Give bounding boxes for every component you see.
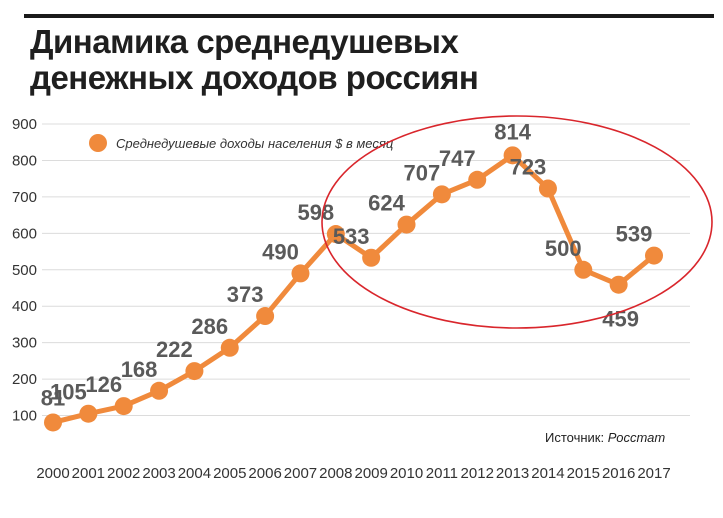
chart-title: Динамика среднедушевых денежных доходов … — [30, 23, 479, 96]
x-tick-label: 2011 — [426, 465, 458, 482]
data-label: 500 — [545, 236, 582, 261]
data-label: 624 — [368, 191, 405, 216]
data-point — [79, 404, 98, 423]
highlight-ellipse — [321, 115, 713, 329]
x-tick-label: 2007 — [284, 465, 317, 482]
x-tick-label: 2010 — [390, 465, 423, 482]
data-label: 286 — [191, 314, 228, 339]
y-tick-label: 100 — [12, 408, 37, 425]
data-point — [397, 215, 416, 234]
source-prefix: Источник: — [545, 430, 608, 445]
y-tick-label: 600 — [12, 225, 37, 242]
data-point — [291, 264, 310, 283]
data-point — [362, 248, 381, 267]
series-polyline — [50, 152, 657, 425]
data-point — [185, 362, 204, 381]
y-tick-label: 900 — [12, 116, 37, 133]
legend-label: Среднедушевые доходы населения $ в месяц — [116, 136, 393, 151]
top-rule — [24, 14, 714, 18]
x-tick-label: 2002 — [107, 465, 140, 482]
y-tick-label: 400 — [12, 298, 37, 315]
data-label: 222 — [156, 337, 193, 362]
data-point — [326, 225, 345, 244]
data-label: 105 — [50, 380, 87, 405]
data-label: 707 — [404, 160, 441, 185]
data-point — [538, 179, 557, 198]
x-tick-label: 2014 — [531, 465, 564, 482]
data-point — [432, 185, 451, 204]
x-tick-label: 2017 — [637, 465, 670, 482]
y-tick-label: 500 — [12, 262, 37, 279]
y-tick-label: 200 — [12, 371, 37, 388]
data-label: 81 — [41, 385, 65, 410]
title-line-2: денежных доходов россиян — [30, 59, 479, 96]
data-point — [44, 413, 62, 432]
data-label: 490 — [262, 239, 299, 264]
x-tick-label: 2012 — [461, 465, 494, 482]
data-label: 539 — [616, 222, 653, 247]
y-tick-label: 700 — [12, 189, 37, 206]
x-tick-label: 2003 — [142, 465, 175, 482]
data-label: 459 — [602, 307, 639, 332]
data-label: 533 — [333, 224, 370, 249]
x-tick-label: 2004 — [178, 465, 211, 482]
data-point — [609, 275, 628, 294]
data-label: 723 — [510, 155, 547, 180]
data-point — [645, 246, 663, 265]
x-tick-label: 2013 — [496, 465, 529, 482]
x-tick-label: 2009 — [354, 465, 387, 482]
x-axis: 2000 2001 2002 2003 2004 2005 2006 2007 2008 2009… — [36, 465, 670, 482]
x-tick-label: 2016 — [602, 465, 635, 482]
data-point — [468, 170, 487, 189]
title-line-1: Динамика среднедушевых — [30, 23, 459, 60]
data-label: 598 — [297, 200, 334, 225]
series-line — [50, 152, 657, 425]
source-note: Источник: Росстат — [545, 430, 665, 445]
data-label: 168 — [121, 357, 158, 382]
x-tick-label: 2015 — [567, 465, 600, 482]
data-points — [44, 146, 663, 432]
legend: Среднедушевые доходы населения $ в месяц — [89, 134, 393, 152]
x-tick-label: 2005 — [213, 465, 246, 482]
source-value: Росстат — [608, 430, 666, 445]
data-point — [503, 146, 522, 165]
data-label: 373 — [227, 282, 264, 307]
data-point — [256, 307, 275, 326]
x-tick-label: 2006 — [248, 465, 281, 482]
x-tick-label: 2000 — [36, 465, 69, 482]
legend-marker — [89, 134, 107, 152]
x-tick-label: 2001 — [72, 465, 105, 482]
data-point — [150, 381, 169, 400]
y-tick-label: 300 — [12, 335, 37, 352]
x-tick-label: 2008 — [319, 465, 352, 482]
data-label: 814 — [494, 119, 531, 144]
data-label: 126 — [85, 372, 122, 397]
data-point — [114, 397, 133, 416]
data-point — [574, 260, 593, 279]
y-tick-label: 800 — [12, 152, 37, 169]
data-point — [220, 338, 239, 357]
data-label: 747 — [439, 146, 476, 171]
y-axis: 100 200 300 400 500 600 700 800 900 — [12, 116, 37, 425]
